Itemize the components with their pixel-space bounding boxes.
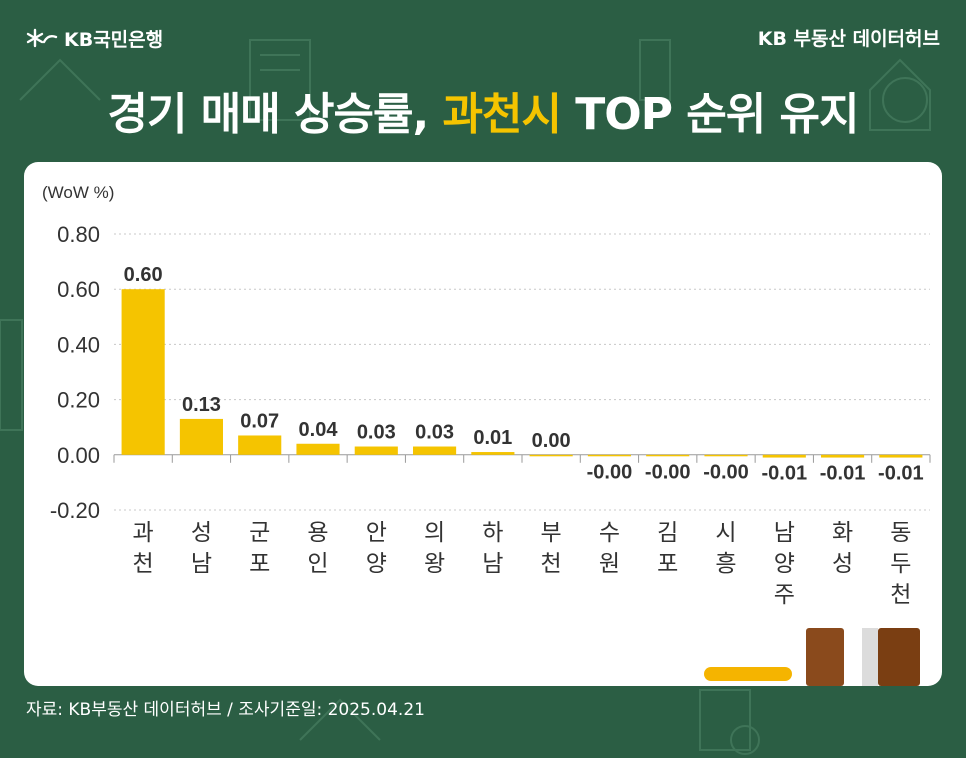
bar [646,454,690,457]
decorative-books [704,628,920,686]
value-label: -0.00 [587,461,633,483]
value-label: 0.04 [299,419,339,441]
title-part-1: 경기 매매 상승률, [107,89,443,140]
kb-star-icon [26,28,58,48]
page-title: 경기 매매 상승률, 과천시 TOP 순위 유지 [0,78,966,142]
chart-card: (WoW %) 0.80 0.60 0.40 0.20 0.00 -0.20 0.60 과 천… [24,162,942,686]
value-label: 0.03 [357,422,396,444]
bar [471,452,515,455]
source-note: 자료: KB부동산 데이터허브 / 조사기준일: 2025.04.21 [26,700,425,720]
logo-text: KB국민은행 [64,28,164,51]
value-label: -0.00 [645,461,691,483]
y-tick-label: 0.40 [57,332,100,357]
y-unit-label: (WoW %) [42,183,114,202]
value-label: -0.01 [878,463,924,485]
bar [879,454,923,458]
value-label: 0.13 [182,394,221,416]
bar [821,454,865,458]
bar [354,446,398,455]
bar [121,289,165,455]
y-tick-label: 0.20 [57,388,100,413]
value-label: -0.01 [761,463,807,485]
value-label: -0.00 [703,461,749,483]
brand-name: KB 부동산 데이터허브 [757,28,940,50]
value-label: 0.60 [124,264,163,286]
title-part-2: TOP 순위 유지 [560,89,859,140]
title-highlight: 과천시 [442,89,562,140]
bar [529,454,573,457]
bar [762,454,806,458]
bar [413,446,457,455]
value-label: -0.01 [820,463,866,485]
bar [704,454,748,457]
value-label: 0.07 [240,410,279,432]
value-label: 0.01 [473,427,512,449]
value-label: 0.00 [532,430,571,452]
bar [587,454,631,457]
kb-bank-logo: KB국민은행 [26,25,163,51]
y-tick-label: 0.60 [57,277,100,302]
bar [238,435,282,455]
bar-chart: (WoW %) 0.80 0.60 0.40 0.20 0.00 -0.20 0.60 과 천… [42,183,931,686]
y-tick-label: -0.20 [50,498,100,523]
y-tick-label: 0.00 [57,443,100,468]
y-tick-label: 0.80 [57,222,100,247]
bar [296,443,340,455]
value-label: 0.03 [415,422,454,444]
bar [179,418,223,455]
